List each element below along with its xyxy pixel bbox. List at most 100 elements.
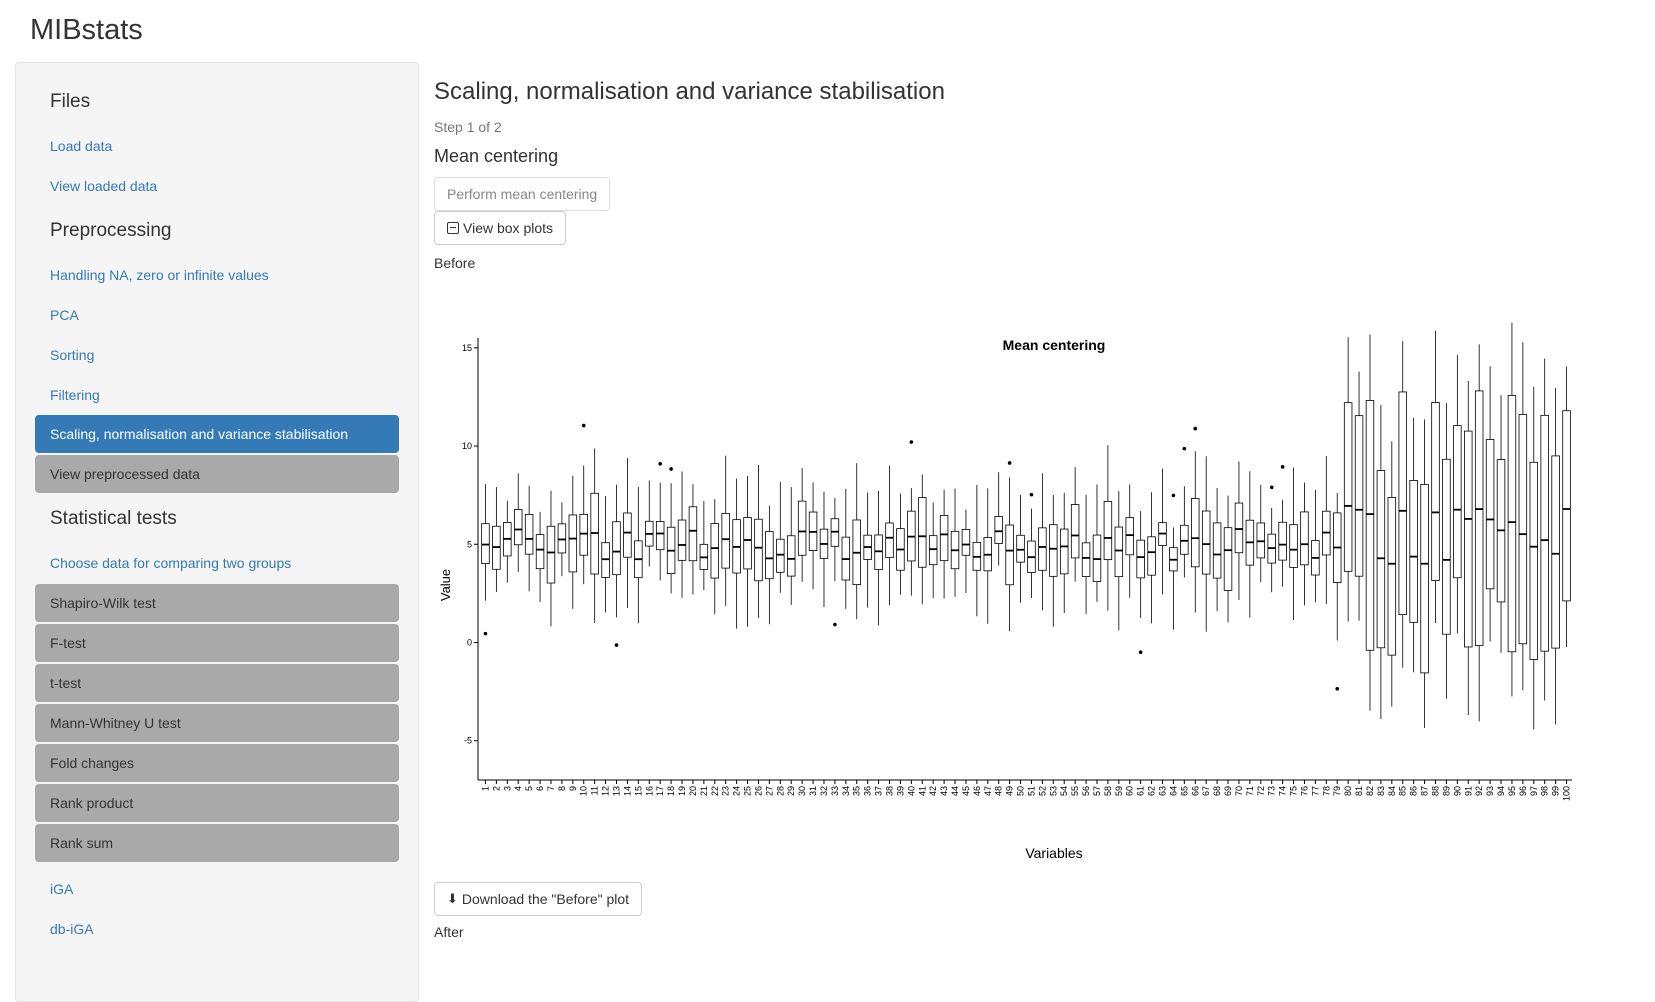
box-outlier [1182, 446, 1187, 451]
x-tick-label: 63 [1158, 786, 1168, 796]
x-tick-label: 58 [1103, 786, 1113, 796]
x-tick-label: 80 [1343, 786, 1353, 796]
nav-f-test[interactable]: F-test [35, 624, 399, 662]
box [1507, 395, 1517, 653]
x-tick-label: 19 [677, 786, 687, 796]
x-tick-label: 20 [688, 786, 698, 796]
box-outlier [909, 440, 914, 444]
x-tick-label: 37 [874, 786, 884, 796]
x-tick-label: 11 [590, 786, 600, 795]
x-tick-label: 25 [743, 786, 753, 796]
x-tick-label: 59 [1114, 786, 1124, 796]
nav-rank-sum[interactable]: Rank sum [35, 824, 399, 862]
x-tick-label: 92 [1474, 786, 1484, 796]
box [1016, 534, 1025, 563]
x-tick-label: 75 [1289, 786, 1299, 796]
nav-view-loaded-data[interactable]: View loaded data [50, 178, 158, 194]
x-tick-label: 12 [601, 786, 611, 796]
nav-load-data[interactable]: Load data [50, 138, 113, 154]
x-axis-label: Variables [1025, 845, 1082, 861]
box [1529, 461, 1539, 660]
box [1125, 517, 1134, 556]
x-tick-label: 8 [557, 786, 567, 791]
nav-sorting[interactable]: Sorting [50, 347, 95, 363]
x-tick-label: 93 [1485, 786, 1495, 796]
nav-iga[interactable]: iGA [50, 881, 74, 897]
x-tick-label: 64 [1168, 786, 1178, 796]
x-tick-label: 84 [1387, 786, 1397, 796]
box [1038, 527, 1047, 571]
box [677, 519, 687, 561]
box [710, 523, 720, 579]
nav-shapiro-wilk[interactable]: Shapiro-Wilk test [35, 584, 399, 622]
nav-fold-changes[interactable]: Fold changes [35, 744, 399, 782]
view-box-plots-button[interactable]: View box plots [434, 211, 567, 245]
y-tick-label: 0 [467, 637, 472, 647]
box [1300, 511, 1309, 566]
x-tick-label: 15 [633, 786, 643, 796]
x-tick-label: 90 [1452, 786, 1462, 796]
x-tick-label: 44 [950, 786, 960, 796]
x-tick-label: 30 [797, 786, 807, 796]
x-tick-label: 17 [655, 786, 665, 796]
box [1464, 430, 1473, 648]
nav-mann-whitney[interactable]: Mann-Whitney U test [35, 704, 399, 742]
box [928, 535, 938, 566]
x-tick-label: 56 [1081, 786, 1091, 796]
box [1365, 400, 1375, 651]
x-tick-label: 77 [1310, 786, 1320, 796]
main-panel: Scaling, normalisation and variance stab… [434, 0, 1655, 981]
box [918, 497, 927, 568]
x-tick-label: 88 [1431, 786, 1441, 796]
box [1409, 480, 1418, 623]
nav-choose-data[interactable]: Choose data for comparing two groups [50, 555, 292, 571]
box [688, 506, 698, 562]
box [1485, 439, 1495, 590]
perform-mean-centering-button[interactable]: Perform mean centering [434, 177, 611, 211]
nav-filtering[interactable]: Filtering [50, 387, 100, 403]
nav-t-test[interactable]: t-test [35, 664, 399, 702]
x-tick-label: 69 [1223, 786, 1233, 796]
box [1223, 527, 1233, 591]
nav-db-iga[interactable]: db-iGA [50, 921, 94, 937]
x-tick-label: 14 [622, 786, 632, 796]
x-tick-label: 97 [1529, 786, 1539, 796]
nav-handling-na[interactable]: Handling NA, zero or infinite values [50, 267, 269, 283]
page-title: Scaling, normalisation and variance stab… [434, 78, 945, 105]
box-outlier [1171, 493, 1176, 498]
nav-pca[interactable]: PCA [50, 307, 79, 323]
y-axis-label: Value [438, 569, 453, 601]
box [1540, 414, 1549, 652]
x-tick-label: 67 [1201, 786, 1211, 796]
box [1059, 528, 1069, 575]
box [655, 521, 665, 551]
box [1431, 402, 1440, 581]
x-tick-label: 26 [753, 786, 763, 796]
minus-square-icon [447, 222, 459, 234]
box-outlier [1007, 461, 1012, 465]
box [786, 535, 796, 577]
box [1453, 425, 1462, 579]
box-outlier [1138, 650, 1143, 654]
box-outlier [669, 467, 673, 471]
x-tick-label: 21 [699, 786, 709, 796]
x-tick-label: 82 [1365, 786, 1375, 796]
box [1518, 414, 1528, 645]
x-tick-label: 28 [775, 786, 785, 796]
x-tick-label: 51 [1026, 786, 1036, 796]
x-tick-label: 85 [1398, 786, 1408, 796]
x-tick-label: 4 [513, 786, 523, 791]
y-tick-label: 15 [462, 343, 472, 353]
box [1442, 458, 1451, 635]
nav-view-preprocessed[interactable]: View preprocessed data [35, 455, 399, 493]
x-tick-label: 5 [524, 786, 534, 791]
x-tick-label: 54 [1059, 786, 1069, 796]
nav-scaling[interactable]: Scaling, normalisation and variance stab… [35, 415, 399, 453]
box [797, 500, 807, 556]
box-outlier [1029, 492, 1034, 497]
download-before-plot-button[interactable]: ⬇ Download the "Before" plot [434, 882, 643, 916]
nav-rank-product[interactable]: Rank product [35, 784, 399, 822]
x-tick-label: 32 [819, 786, 829, 796]
box [754, 518, 763, 582]
box-outlier [658, 461, 662, 466]
